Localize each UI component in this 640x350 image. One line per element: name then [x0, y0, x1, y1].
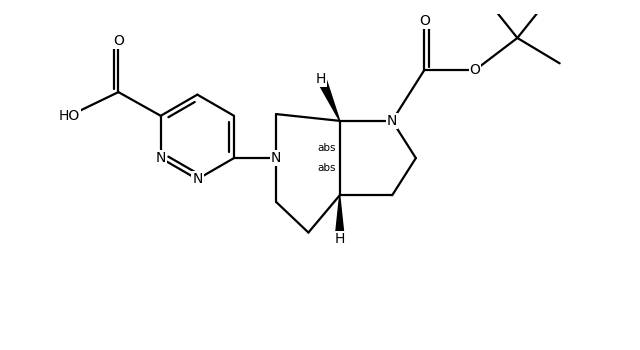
- Polygon shape: [335, 195, 344, 239]
- Text: N: N: [387, 114, 397, 128]
- Text: N: N: [192, 172, 202, 186]
- Text: O: O: [419, 14, 429, 28]
- Text: N: N: [156, 151, 166, 165]
- Polygon shape: [317, 77, 340, 121]
- Text: H: H: [316, 71, 326, 85]
- Text: abs: abs: [318, 163, 336, 173]
- Text: O: O: [113, 34, 124, 48]
- Text: HO: HO: [59, 109, 80, 123]
- Text: H: H: [335, 232, 345, 246]
- Text: abs: abs: [318, 143, 336, 153]
- Text: O: O: [470, 63, 481, 77]
- Text: N: N: [271, 151, 282, 165]
